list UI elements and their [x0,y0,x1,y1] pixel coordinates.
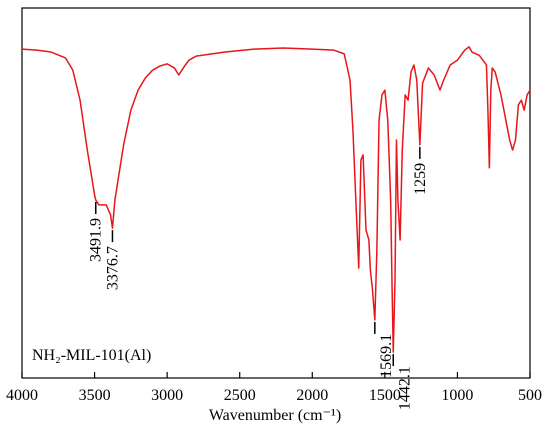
plot-frame [21,7,531,379]
x-tick-label: 500 [518,387,542,404]
sample-label: NH₂-MIL-101(Al) [32,347,151,364]
x-tick-label: 4000 [6,387,38,404]
x-tick-label: 2000 [296,387,328,404]
peak-label: 1569.1 [378,334,395,378]
x-tick-label: 2500 [224,387,256,404]
x-tick-label: 1500 [369,387,401,404]
peak-label: 1259 [412,163,429,195]
peak-label: 3491.9 [88,218,105,262]
x-tick-label: 3500 [79,387,111,404]
peak-label: 3376.7 [104,246,121,290]
x-tick-label: 3000 [151,387,183,404]
x-axis-label: Wavenumber (cm⁻¹) [209,407,341,424]
spectrum-line [21,46,531,353]
peak-label: 1442.1 [396,366,413,410]
x-tick-label: 1000 [441,387,473,404]
